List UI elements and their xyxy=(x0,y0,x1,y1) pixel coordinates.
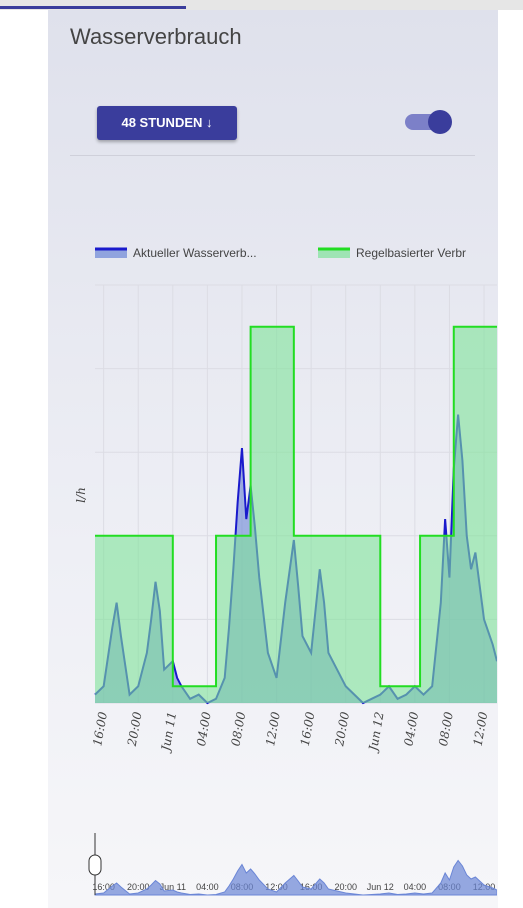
series-area xyxy=(95,327,497,703)
x-tick-label: 12:00 xyxy=(263,710,283,747)
overview-area xyxy=(95,861,497,896)
x-tick-label: 08:00 xyxy=(229,710,249,747)
legend-label: Regelbasierter Verbr xyxy=(356,246,466,260)
overview-tick-label: Jun 12 xyxy=(367,882,394,892)
overview-tick-label: 20:00 xyxy=(334,882,357,892)
overview-tick-label: 04:00 xyxy=(404,882,427,892)
x-tick-label: 04:00 xyxy=(194,710,214,747)
page: {"header": {"title": "Wasserverbrauch", … xyxy=(0,0,523,908)
x-tick-label: Jun 11 xyxy=(158,711,179,755)
overview-tick-label: 04:00 xyxy=(196,882,219,892)
x-tick-label: 04:00 xyxy=(401,710,421,747)
overview-handle xyxy=(89,855,101,875)
y-axis-label: l/h xyxy=(74,487,88,503)
legend-label: Aktueller Wasserverb... xyxy=(133,246,257,260)
x-tick-label: Jun 12 xyxy=(366,711,387,755)
x-tick-label: 20:00 xyxy=(332,710,352,748)
chart: 16:0016:0020:0020:00Jun 11Jun 1104:0004:… xyxy=(0,0,523,908)
x-tick-label: 16:00 xyxy=(90,710,110,747)
x-tick-label: 20:00 xyxy=(125,710,145,748)
x-tick-label: 12:00 xyxy=(471,710,491,747)
x-tick-label: 16:00 xyxy=(298,710,318,747)
x-tick-label: 08:00 xyxy=(436,710,456,747)
